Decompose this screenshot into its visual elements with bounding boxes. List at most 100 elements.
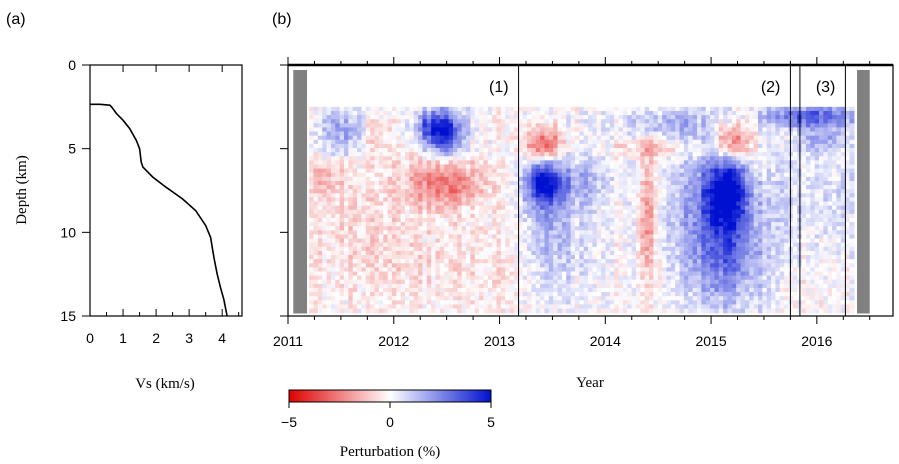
heatmap-cell [483,176,489,182]
heatmap-cell [553,189,559,194]
heatmap-cell [596,230,602,236]
heatmap-cell [335,180,341,186]
heatmap-cell [635,172,641,178]
heatmap-cell [670,139,676,145]
heatmap-cell [627,259,633,264]
heatmap-cell [457,180,463,186]
heatmap-cell [540,292,546,297]
heatmap-cell [618,287,624,293]
heatmap-cell [666,209,672,215]
heatmap-cell [675,172,681,178]
heatmap-cell [670,238,676,244]
heatmap-cell [588,176,594,182]
heatmap-cell [387,143,393,149]
heatmap-cell [396,279,402,285]
heatmap-cell [405,201,410,207]
heatmap-cell [644,148,650,153]
heatmap-cell [348,164,354,170]
heatmap-cell [740,131,746,137]
heatmap-cell [574,222,580,227]
heatmap-cell [509,123,515,129]
heatmap-cell [627,185,633,190]
heatmap-cell [378,160,384,166]
heatmap-cell [439,139,445,145]
heatmap-cell [505,160,511,166]
heatmap-cell [635,119,641,124]
heatmap-cell [557,193,563,198]
heatmap-cell [492,127,498,133]
heatmap-cell [727,275,733,281]
heatmap-cell [583,267,589,273]
heatmap-cell [461,263,467,268]
heatmap-cell [527,180,532,186]
heatmap-cell [731,246,737,252]
heatmap-cell [544,308,550,314]
heatmap-cell [383,110,389,116]
heatmap-cell [592,106,598,112]
heatmap-cell [622,242,628,248]
heatmap-cell [723,263,729,268]
heatmap-cell [718,250,724,256]
heatmap-cell [461,230,467,236]
heatmap-cell [692,279,698,285]
heatmap-cell [614,271,620,277]
heatmap-cell [461,168,467,174]
heatmap-cell [317,267,323,273]
heatmap-cell [374,185,380,190]
heatmap-cell [461,106,467,112]
heatmap-cell [635,139,641,145]
heatmap-cell [588,205,594,211]
heatmap-cell [548,242,554,248]
heatmap-cell [592,234,598,240]
heatmap-cell [548,131,554,137]
heatmap-cell [579,230,585,236]
heatmap-cell [335,217,341,223]
heatmap-cell [387,197,393,203]
heatmap-cell [583,300,589,306]
heatmap-cell [688,185,694,190]
heatmap-cell [496,156,502,161]
heatmap-cell [400,168,406,174]
heatmap-cell [683,180,689,186]
heatmap-cell [614,283,620,289]
heatmap-cell [335,238,341,244]
heatmap-cell [579,250,585,256]
heatmap-cell [413,176,419,182]
heatmap-cell [579,139,585,145]
heatmap-cell [601,197,607,203]
heatmap-cell [444,152,450,157]
heatmap-cell [723,242,729,248]
heatmap-cell [426,296,432,301]
heatmap-cell [479,222,485,227]
heatmap-cell [487,238,493,244]
heatmap-cell [670,152,676,157]
heatmap-cell [474,164,480,170]
heatmap-cell [317,242,323,248]
heatmap-cell [675,176,681,182]
heatmap-cell [370,263,376,268]
heatmap-cell [666,255,672,260]
heatmap-cell [409,176,415,182]
heatmap-cell [740,123,746,129]
heatmap-cell [696,148,702,153]
heatmap-cell [518,115,524,120]
heatmap-cell [553,242,559,248]
heatmap-cell [391,283,397,289]
heatmap-cell [531,246,537,252]
heatmap-cell [500,197,506,203]
heatmap-cell [649,292,655,297]
heatmap-cell [326,238,332,244]
heatmap-cell [483,287,489,293]
panel-label-b: (b) [272,11,292,28]
heatmap-cell [683,131,689,137]
heatmap-cell [596,267,602,273]
heatmap-cell [518,135,524,141]
heatmap-cell [391,304,397,310]
heatmap-cell [736,292,742,297]
heatmap-cell [683,246,689,252]
heatmap-cell [466,304,471,310]
heatmap-cell [322,259,328,264]
heatmap-cell [383,189,389,194]
heatmap-cell [527,205,532,211]
heatmap-cell [326,304,332,310]
